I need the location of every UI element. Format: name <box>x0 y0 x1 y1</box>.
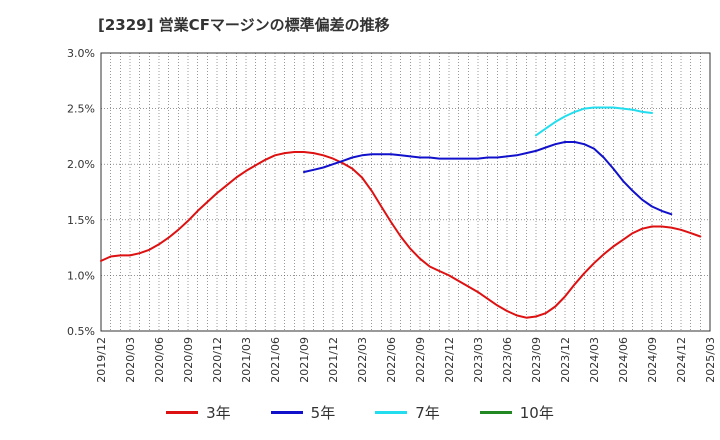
legend-item: 10年 <box>479 402 554 423</box>
x-tick-label: 2025/03 <box>704 337 717 383</box>
y-tick-label: 2.5% <box>67 103 95 116</box>
y-tick-label: 2.0% <box>67 158 95 171</box>
x-tick-label: 2020/06 <box>153 337 166 383</box>
x-tick-label: 2023/03 <box>472 337 485 383</box>
x-tick-label: 2022/03 <box>356 337 369 383</box>
x-tick-label: 2024/09 <box>646 337 659 383</box>
x-tick-label: 2022/09 <box>414 337 427 383</box>
x-tick-label: 2024/03 <box>588 337 601 383</box>
series-lines <box>100 106 702 319</box>
legend-label: 3年 <box>206 404 231 422</box>
legend: 3年 5年 7年 10年 <box>0 402 720 423</box>
x-tick-label: 2020/03 <box>124 337 137 383</box>
x-tick-label: 2023/06 <box>501 337 514 383</box>
horizontal-gridlines <box>101 108 710 276</box>
legend-swatch <box>166 411 199 414</box>
x-axis-tick-labels: 2019/12 2020/03 2020/06 2020/09 2020/12 2021/… <box>95 337 717 383</box>
vertical-gridlines <box>110 53 701 331</box>
x-tick-label: 2020/12 <box>211 337 224 383</box>
x-tick-label: 2024/12 <box>675 337 688 383</box>
legend-label: 10年 <box>519 404 554 422</box>
x-tick-label: 2023/09 <box>530 337 543 383</box>
y-tick-label: 1.0% <box>67 269 95 282</box>
legend-swatch <box>479 411 512 414</box>
series-line-3年 <box>100 151 702 319</box>
y-axis-tick-labels: 0.5% 1.0% 1.5% 2.0% 2.5% 3.0% <box>67 47 95 338</box>
x-tick-label: 2023/12 <box>559 337 572 383</box>
y-tick-label: 0.5% <box>67 325 95 338</box>
plot-frame <box>100 52 711 332</box>
x-tick-label: 2019/12 <box>95 337 108 383</box>
x-tick-label: 2020/09 <box>182 337 195 383</box>
x-tick-label: 2021/09 <box>298 337 311 383</box>
legend-item: 7年 <box>375 402 440 423</box>
y-tick-label: 1.5% <box>67 214 95 227</box>
series-line-5年 <box>303 141 673 216</box>
legend-swatch <box>270 411 303 414</box>
x-tick-label: 2022/12 <box>443 337 456 383</box>
x-tick-label: 2021/12 <box>327 337 340 383</box>
legend-swatch <box>375 411 408 414</box>
chart-title: [2329] 営業CFマージンの標準偏差の推移 <box>98 16 390 34</box>
legend-label: 7年 <box>415 404 440 422</box>
legend-label: 5年 <box>310 404 336 422</box>
legend-item: 3年 <box>166 402 231 423</box>
x-tick-label: 2021/03 <box>240 337 253 383</box>
x-tick-label: 2021/06 <box>269 337 282 383</box>
legend-item: 5年 <box>270 402 336 423</box>
x-tick-label: 2022/06 <box>385 337 398 383</box>
series-line-7年 <box>535 106 653 137</box>
x-tick-label: 2024/06 <box>617 337 630 383</box>
y-tick-label: 3.0% <box>67 47 95 60</box>
